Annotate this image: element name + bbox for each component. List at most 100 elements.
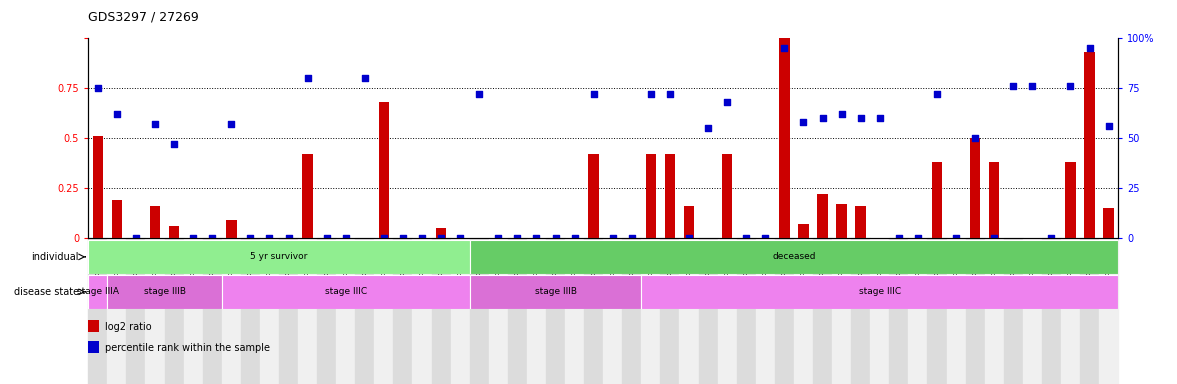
Bar [779, 38, 790, 238]
Point [641, 91, 660, 98]
Point [813, 115, 832, 121]
Bar [241, 238, 260, 384]
Point [260, 235, 279, 241]
Bar [546, 238, 565, 384]
Point [165, 141, 184, 147]
Point [374, 235, 393, 241]
Bar [507, 238, 527, 384]
Point [88, 85, 107, 91]
Bar [856, 206, 866, 238]
Text: stage IIIB: stage IIIB [144, 287, 186, 296]
Point [718, 99, 737, 105]
Point [279, 235, 298, 241]
Point [222, 121, 241, 127]
Bar [851, 238, 870, 384]
Bar [260, 238, 279, 384]
Point [851, 115, 870, 121]
Point [1060, 83, 1079, 89]
Bar [965, 238, 985, 384]
Bar [1084, 52, 1095, 238]
Bar [146, 238, 165, 384]
Point [1023, 83, 1042, 89]
Point [1004, 83, 1023, 89]
Bar [985, 238, 1004, 384]
Bar [699, 238, 718, 384]
Bar [641, 238, 660, 384]
Bar [565, 238, 584, 384]
Bar [756, 238, 774, 384]
Point [241, 235, 260, 241]
Bar [221, 275, 470, 309]
Point [318, 235, 337, 241]
Text: stage IIIB: stage IIIB [534, 287, 577, 296]
Bar [221, 238, 241, 384]
Point [679, 235, 698, 241]
Bar [279, 238, 298, 384]
Point [107, 111, 126, 118]
Point [298, 75, 317, 81]
Bar [837, 204, 847, 238]
Text: individual: individual [32, 252, 79, 262]
Bar [890, 238, 909, 384]
Bar [813, 238, 832, 384]
Point [832, 111, 851, 118]
Bar [470, 240, 1118, 274]
Bar [794, 238, 813, 384]
Bar [798, 224, 809, 238]
Text: stage IIIA: stage IIIA [77, 287, 119, 296]
Point [413, 235, 432, 241]
Point [584, 91, 603, 98]
Bar [1042, 238, 1060, 384]
Point [756, 235, 774, 241]
Bar [989, 162, 999, 238]
Point [393, 235, 412, 241]
Bar [737, 238, 756, 384]
Point [508, 235, 527, 241]
Point [985, 235, 1004, 241]
Bar [165, 238, 184, 384]
Bar [432, 238, 451, 384]
Bar [302, 154, 313, 238]
Bar [817, 194, 827, 238]
Point [337, 235, 355, 241]
Bar [470, 275, 641, 309]
Bar [660, 238, 679, 384]
Bar [470, 238, 488, 384]
Text: 5 yr survivor: 5 yr survivor [251, 252, 307, 262]
Text: log2 ratio: log2 ratio [105, 322, 152, 332]
Bar [88, 320, 99, 332]
Text: disease state: disease state [14, 287, 79, 297]
Point [965, 135, 984, 141]
Bar [202, 238, 221, 384]
Point [488, 235, 507, 241]
Bar [718, 238, 737, 384]
Bar [88, 275, 107, 309]
Bar [1065, 162, 1076, 238]
Bar [379, 102, 390, 238]
Bar [832, 238, 851, 384]
Bar [149, 206, 160, 238]
Bar [488, 238, 507, 384]
Bar [1103, 208, 1113, 238]
Bar [317, 238, 337, 384]
Bar [970, 138, 980, 238]
Bar [412, 238, 432, 384]
Bar [126, 238, 146, 384]
Bar [932, 162, 943, 238]
Bar [112, 200, 122, 238]
Point [870, 115, 889, 121]
Bar [684, 206, 694, 238]
Point [127, 235, 146, 241]
Point [432, 235, 451, 241]
Bar [168, 226, 179, 238]
Point [909, 235, 927, 241]
Bar [355, 238, 374, 384]
Point [451, 235, 470, 241]
Bar [393, 238, 412, 384]
Bar [641, 275, 1118, 309]
Point [355, 75, 374, 81]
Bar [527, 238, 546, 384]
Bar [722, 154, 732, 238]
Bar [588, 154, 599, 238]
Point [1042, 235, 1060, 241]
